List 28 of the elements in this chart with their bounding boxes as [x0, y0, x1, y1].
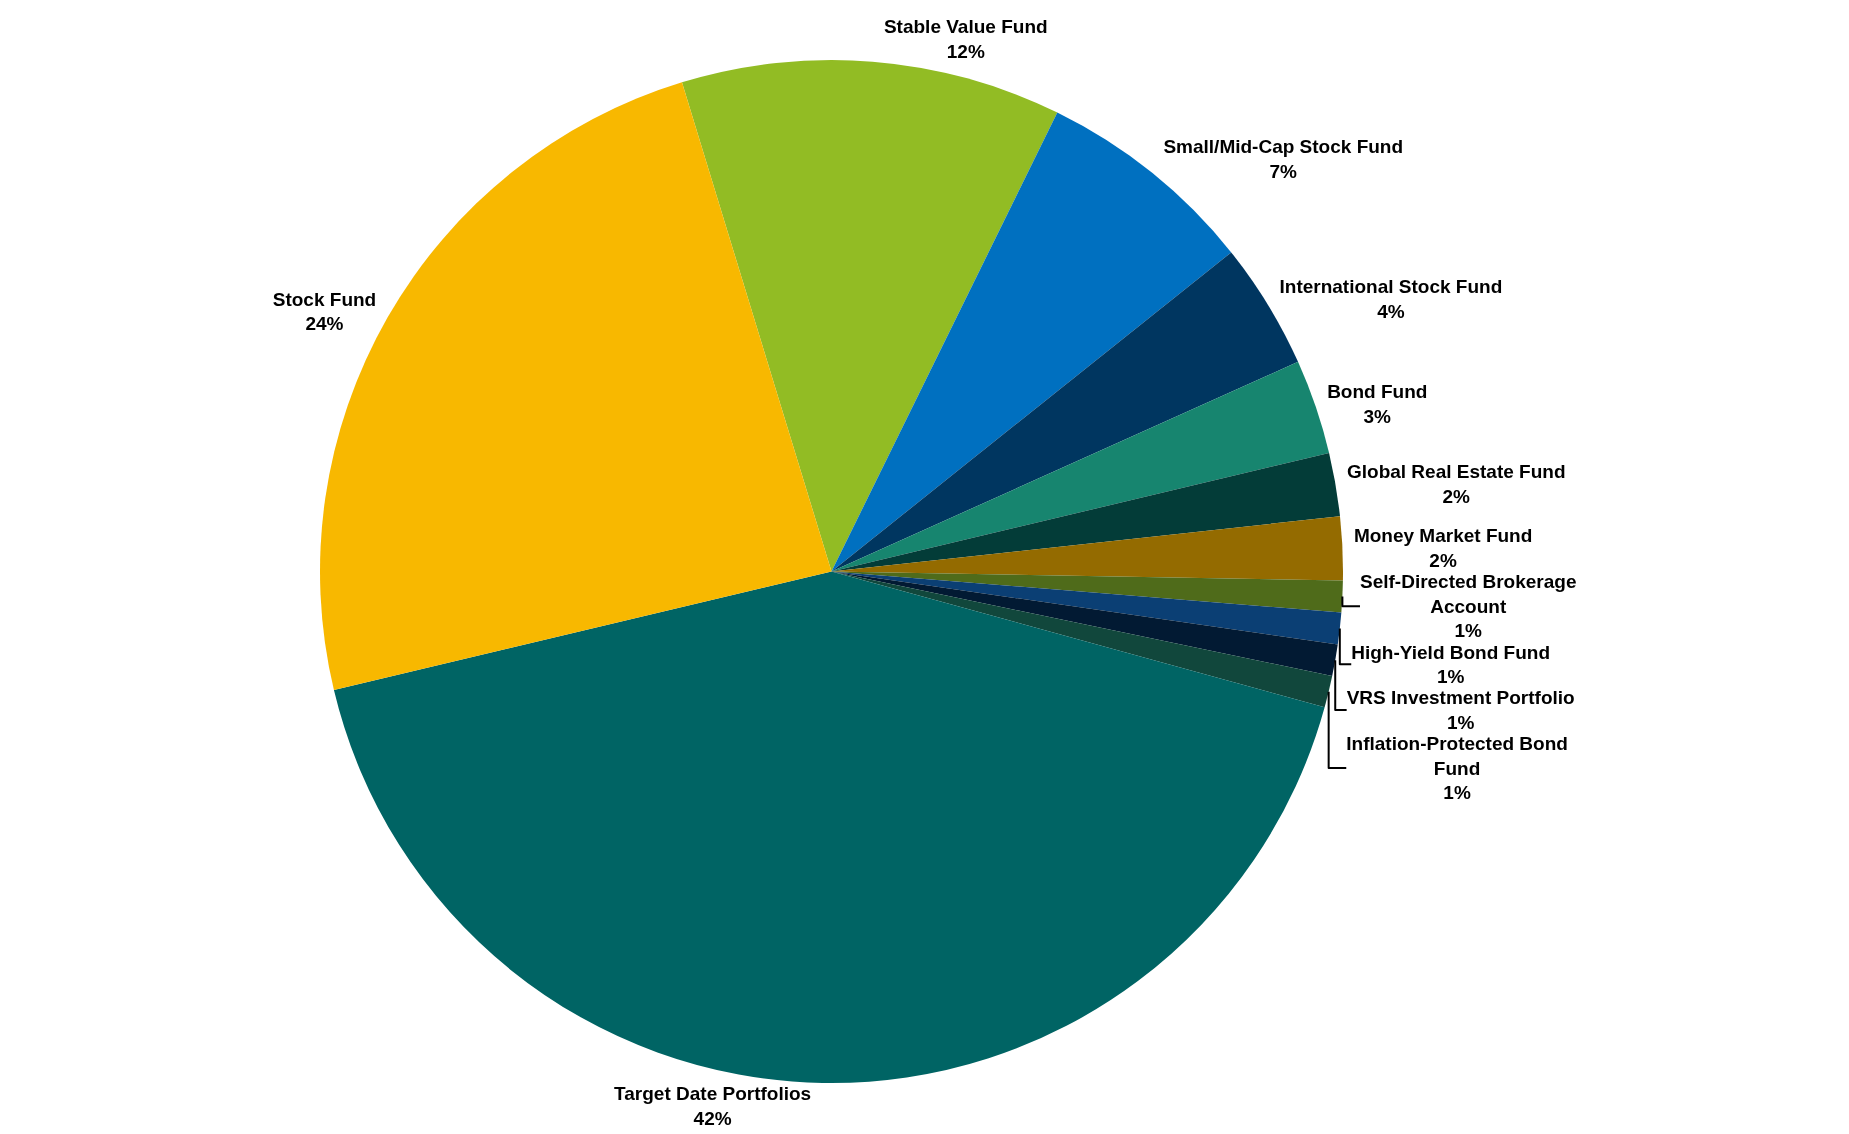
slice-label: Money Market Fund [1353, 525, 1533, 547]
pie-slice [831, 516, 1343, 581]
slice-label: Global Real Estate Fund [1346, 460, 1566, 482]
slice-label: Small/Mid-Cap Stock Fund [1163, 136, 1404, 158]
slice-label: VRS Investment Portfolio [1346, 687, 1575, 709]
data-label: 42% [693, 1107, 732, 1129]
slice-label: Stock Fund [272, 288, 377, 310]
data-label: 1% [1443, 782, 1471, 804]
data-label: 1% [1454, 620, 1483, 642]
slice-label: Stable Value Fund [883, 16, 1048, 38]
pie-slice [681, 60, 1058, 572]
data-label: 2% [1429, 550, 1457, 572]
data-label: 3% [1363, 406, 1392, 428]
pie-slice [333, 571, 1325, 1083]
data-label: 4% [1377, 300, 1405, 322]
data-label: 1% [1446, 711, 1475, 733]
slice-label: International Stock Fund [1279, 275, 1503, 297]
slice-label: Self-Directed Brokerage Account [1359, 571, 1577, 617]
data-label: 1% [1436, 666, 1465, 688]
slice-label: Target Date Portfolios [614, 1082, 812, 1104]
data-label: 24% [305, 313, 344, 335]
slice-label: Inflation-Protected Bond Fund [1346, 732, 1568, 779]
data-label: 7% [1269, 160, 1298, 182]
data-label: 2% [1442, 485, 1471, 507]
pie-slice [831, 361, 1330, 572]
slice-label: Bond Fund [1327, 381, 1428, 403]
data-label: 12% [946, 40, 985, 62]
slice-label: High-Yield Bond Fund [1351, 641, 1550, 663]
